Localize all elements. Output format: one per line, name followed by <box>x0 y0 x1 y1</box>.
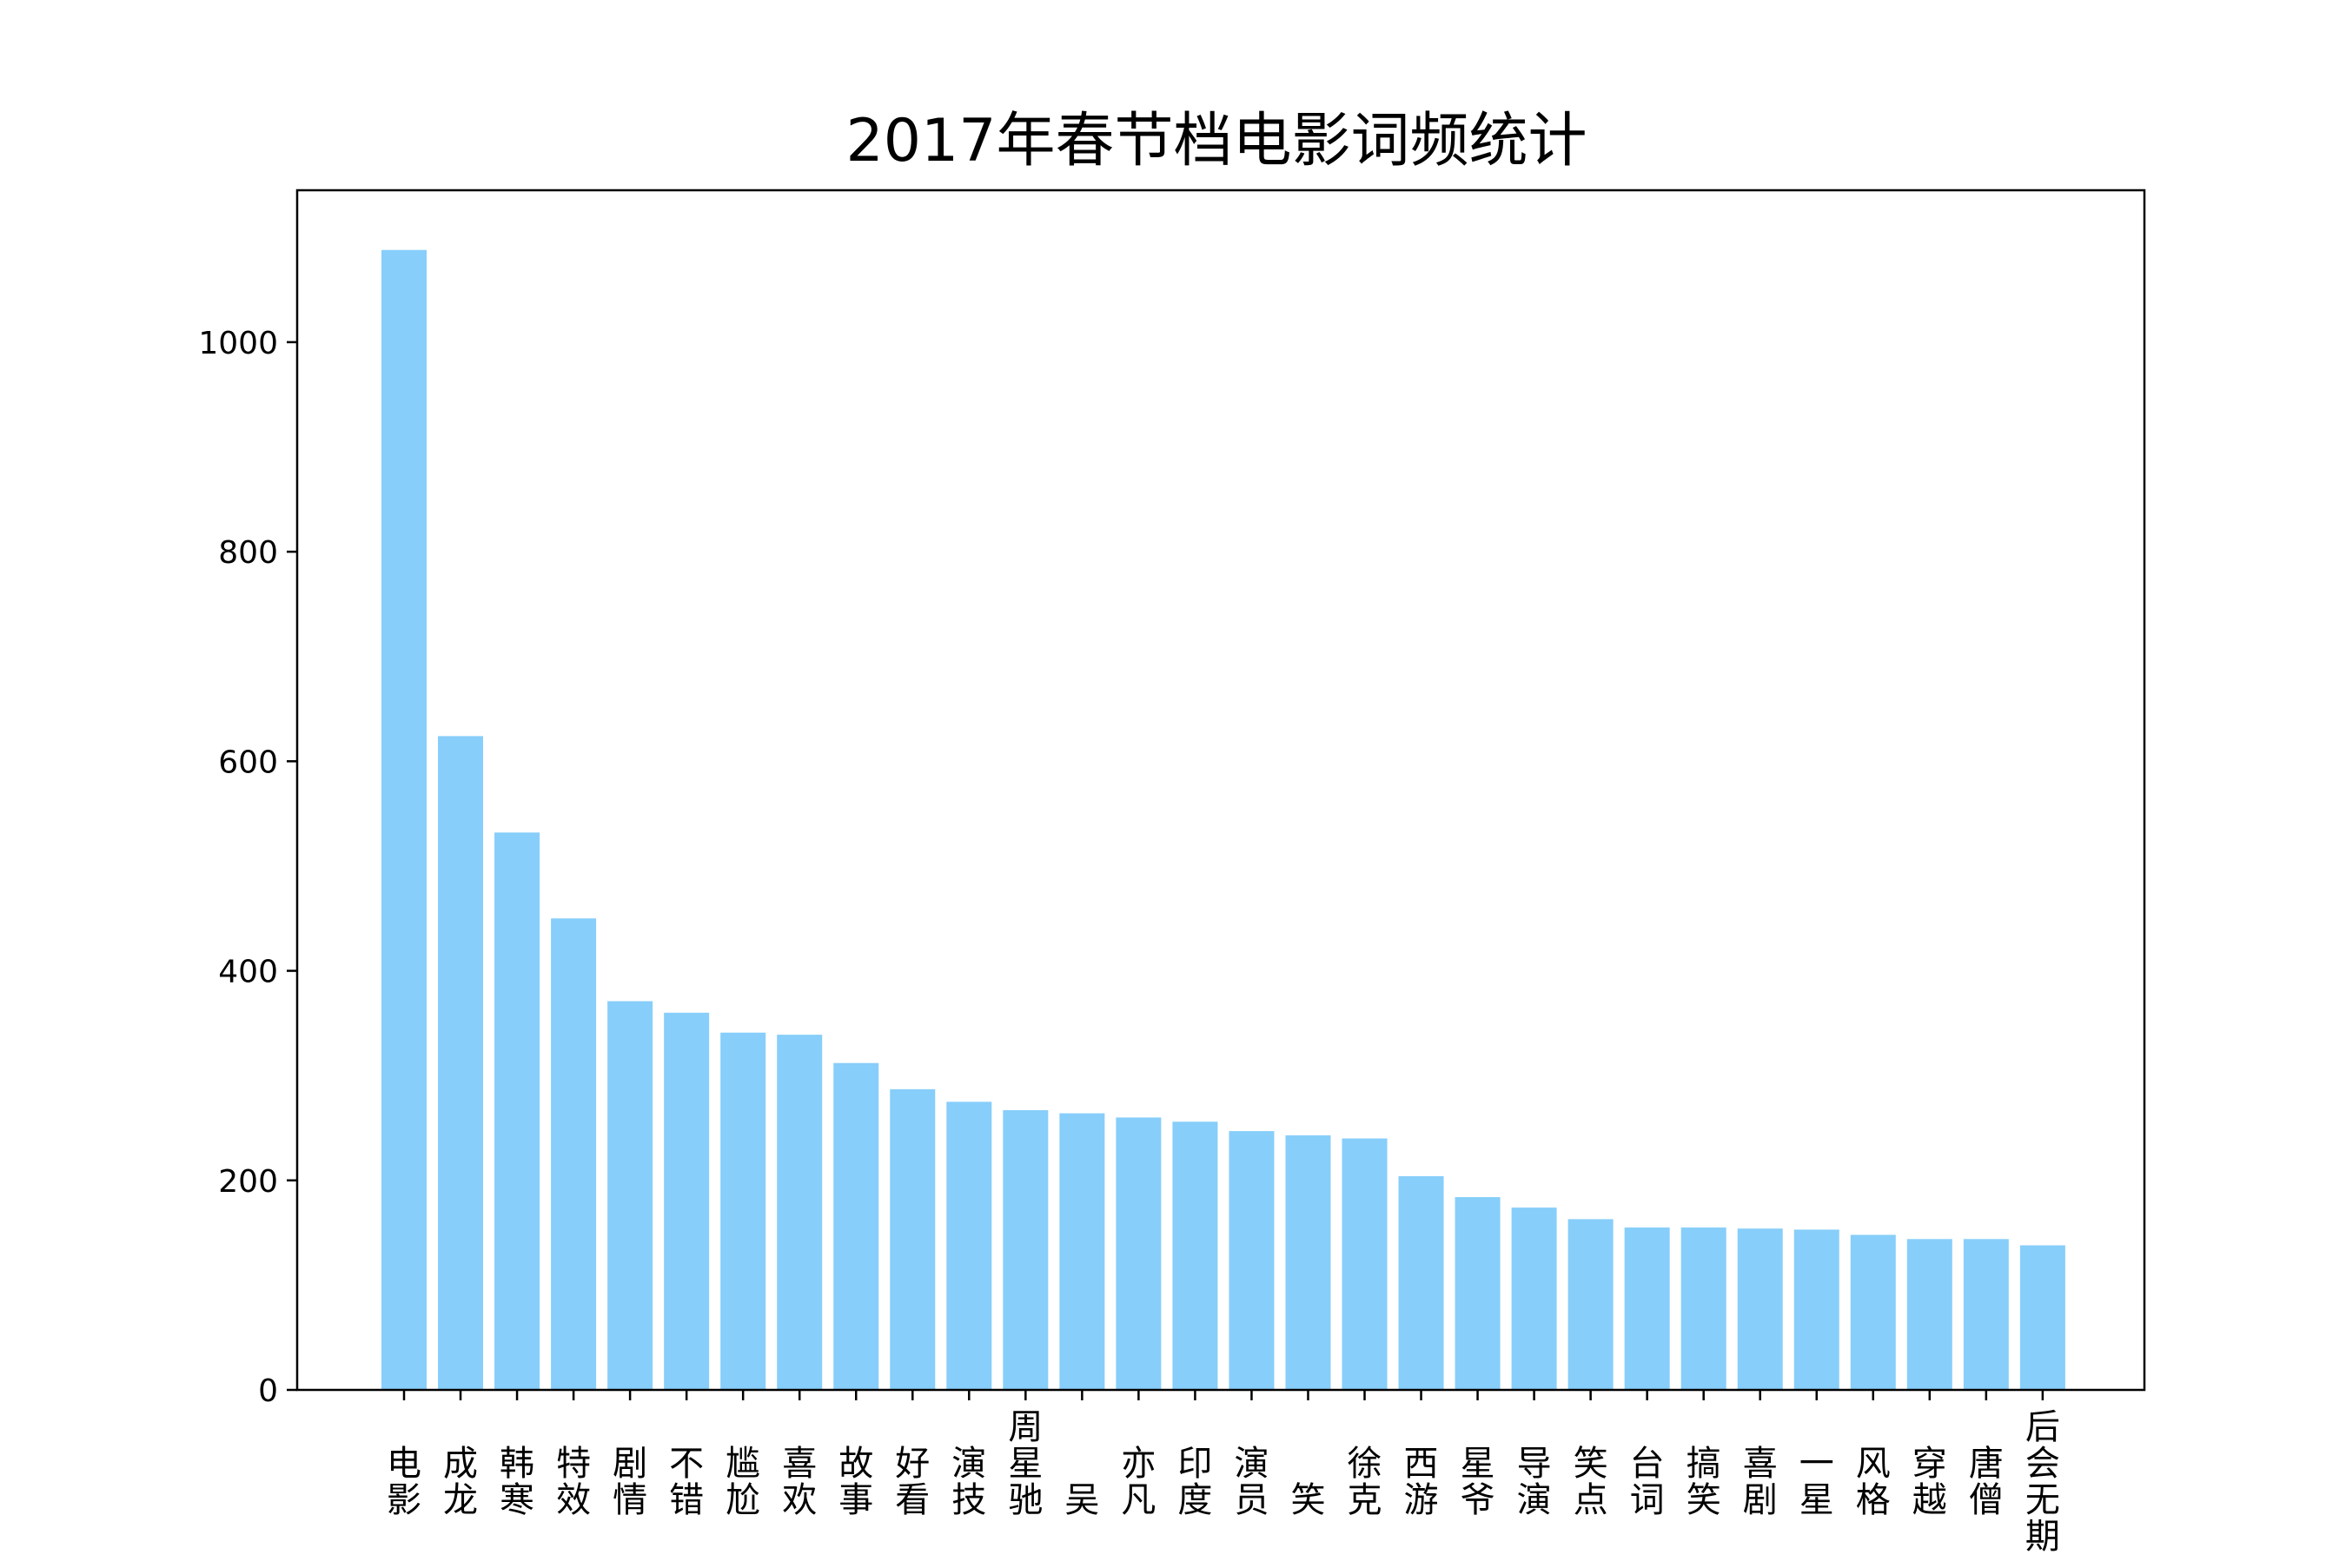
x-tick-label: 吴 <box>1064 1480 1099 1520</box>
bar-喜欢 <box>777 1035 823 1390</box>
x-tick-label: 剧情 <box>613 1444 647 1520</box>
x-tick-label: 演员 <box>1234 1444 1269 1520</box>
bar-西游 <box>1398 1175 1444 1390</box>
bars-layer <box>381 249 2065 1390</box>
x-tick-label: 星爷 <box>1461 1444 1495 1520</box>
y-tick-label: 600 <box>218 744 278 780</box>
x-tick-label: 特效 <box>556 1444 591 1520</box>
x-tick-label: 台词 <box>1630 1444 1665 1520</box>
y-tick-label: 0 <box>258 1373 278 1409</box>
bar-星爷 <box>1455 1197 1501 1390</box>
bar-导演 <box>1511 1207 1557 1390</box>
bar-剧情 <box>607 1001 653 1390</box>
bar-演技 <box>946 1102 992 1390</box>
x-tick-label: 喜欢 <box>782 1444 817 1520</box>
bar-吴 <box>1059 1113 1105 1390</box>
x-tick-label: 喜剧 <box>1743 1444 1778 1520</box>
x-tick-label: 电影 <box>387 1444 421 1520</box>
bar-喜剧 <box>1737 1228 1783 1390</box>
x-tick-label: 亦凡 <box>1121 1444 1156 1520</box>
x-tick-label: 演技 <box>951 1444 986 1520</box>
bar-演员 <box>1229 1131 1275 1390</box>
x-tick-label: 后会无期 <box>2025 1407 2060 1557</box>
y-axis: 0 200 400 600 800 1000 <box>198 326 297 1409</box>
bar-搞笑 <box>1680 1227 1726 1390</box>
y-tick-label: 800 <box>218 535 278 571</box>
bar-一星 <box>1793 1229 1839 1390</box>
bar-笑点 <box>1567 1219 1614 1390</box>
y-tick-label: 400 <box>218 955 278 990</box>
x-tick-label: 搞笑 <box>1687 1444 1721 1520</box>
x-tick-label: 唐僧 <box>1969 1444 2004 1520</box>
plot-frame <box>295 189 2146 1392</box>
x-tick-label: 西游 <box>1404 1444 1439 1520</box>
bar-穿越 <box>1906 1239 1952 1390</box>
x-tick-label: 徐克 <box>1348 1444 1382 1520</box>
x-tick-label: 好看 <box>895 1444 930 1520</box>
chart-title: 2017年春节档电影词频统计 <box>845 107 1587 175</box>
bar-周星驰 <box>1003 1109 1049 1390</box>
bar-尴尬 <box>720 1032 766 1390</box>
bar-好看 <box>890 1088 936 1390</box>
x-tick-label: 导演 <box>1517 1444 1552 1520</box>
x-tick-label: 笑 <box>1290 1480 1325 1520</box>
bar-电影 <box>381 249 427 1390</box>
y-tick-label: 200 <box>218 1164 278 1200</box>
bar-韩寒 <box>494 832 540 1390</box>
bar-笑 <box>1285 1135 1331 1390</box>
bar-风格 <box>1850 1234 1896 1390</box>
x-tick-label: 笑点 <box>1574 1444 1608 1520</box>
x-tick-label: 故事 <box>838 1444 873 1520</box>
bar-后会无期 <box>2019 1245 2065 1390</box>
bar-成龙 <box>438 736 484 1390</box>
x-tick-label: 周星驰 <box>1008 1407 1043 1520</box>
bar-印度 <box>1172 1121 1218 1390</box>
y-tick-label: 1000 <box>198 326 278 361</box>
x-tick-label: 尴尬 <box>726 1444 760 1520</box>
bar-特效 <box>551 918 597 1390</box>
bar-亦凡 <box>1116 1117 1162 1390</box>
bar-唐僧 <box>1963 1239 2009 1390</box>
bar-台词 <box>1624 1227 1670 1390</box>
bar-故事 <box>833 1062 879 1390</box>
bar-徐克 <box>1342 1138 1388 1390</box>
x-tick-label: 风格 <box>1856 1444 1891 1520</box>
x-tick-label: 成龙 <box>443 1444 478 1520</box>
x-tick-label: 韩寒 <box>500 1444 534 1520</box>
x-tick-label: 不错 <box>669 1444 704 1520</box>
x-tick-label: 印度 <box>1177 1444 1212 1520</box>
x-tick-label: 一星 <box>1799 1444 1834 1520</box>
bar-不错 <box>664 1012 710 1390</box>
x-tick-label: 穿越 <box>1912 1444 1947 1520</box>
